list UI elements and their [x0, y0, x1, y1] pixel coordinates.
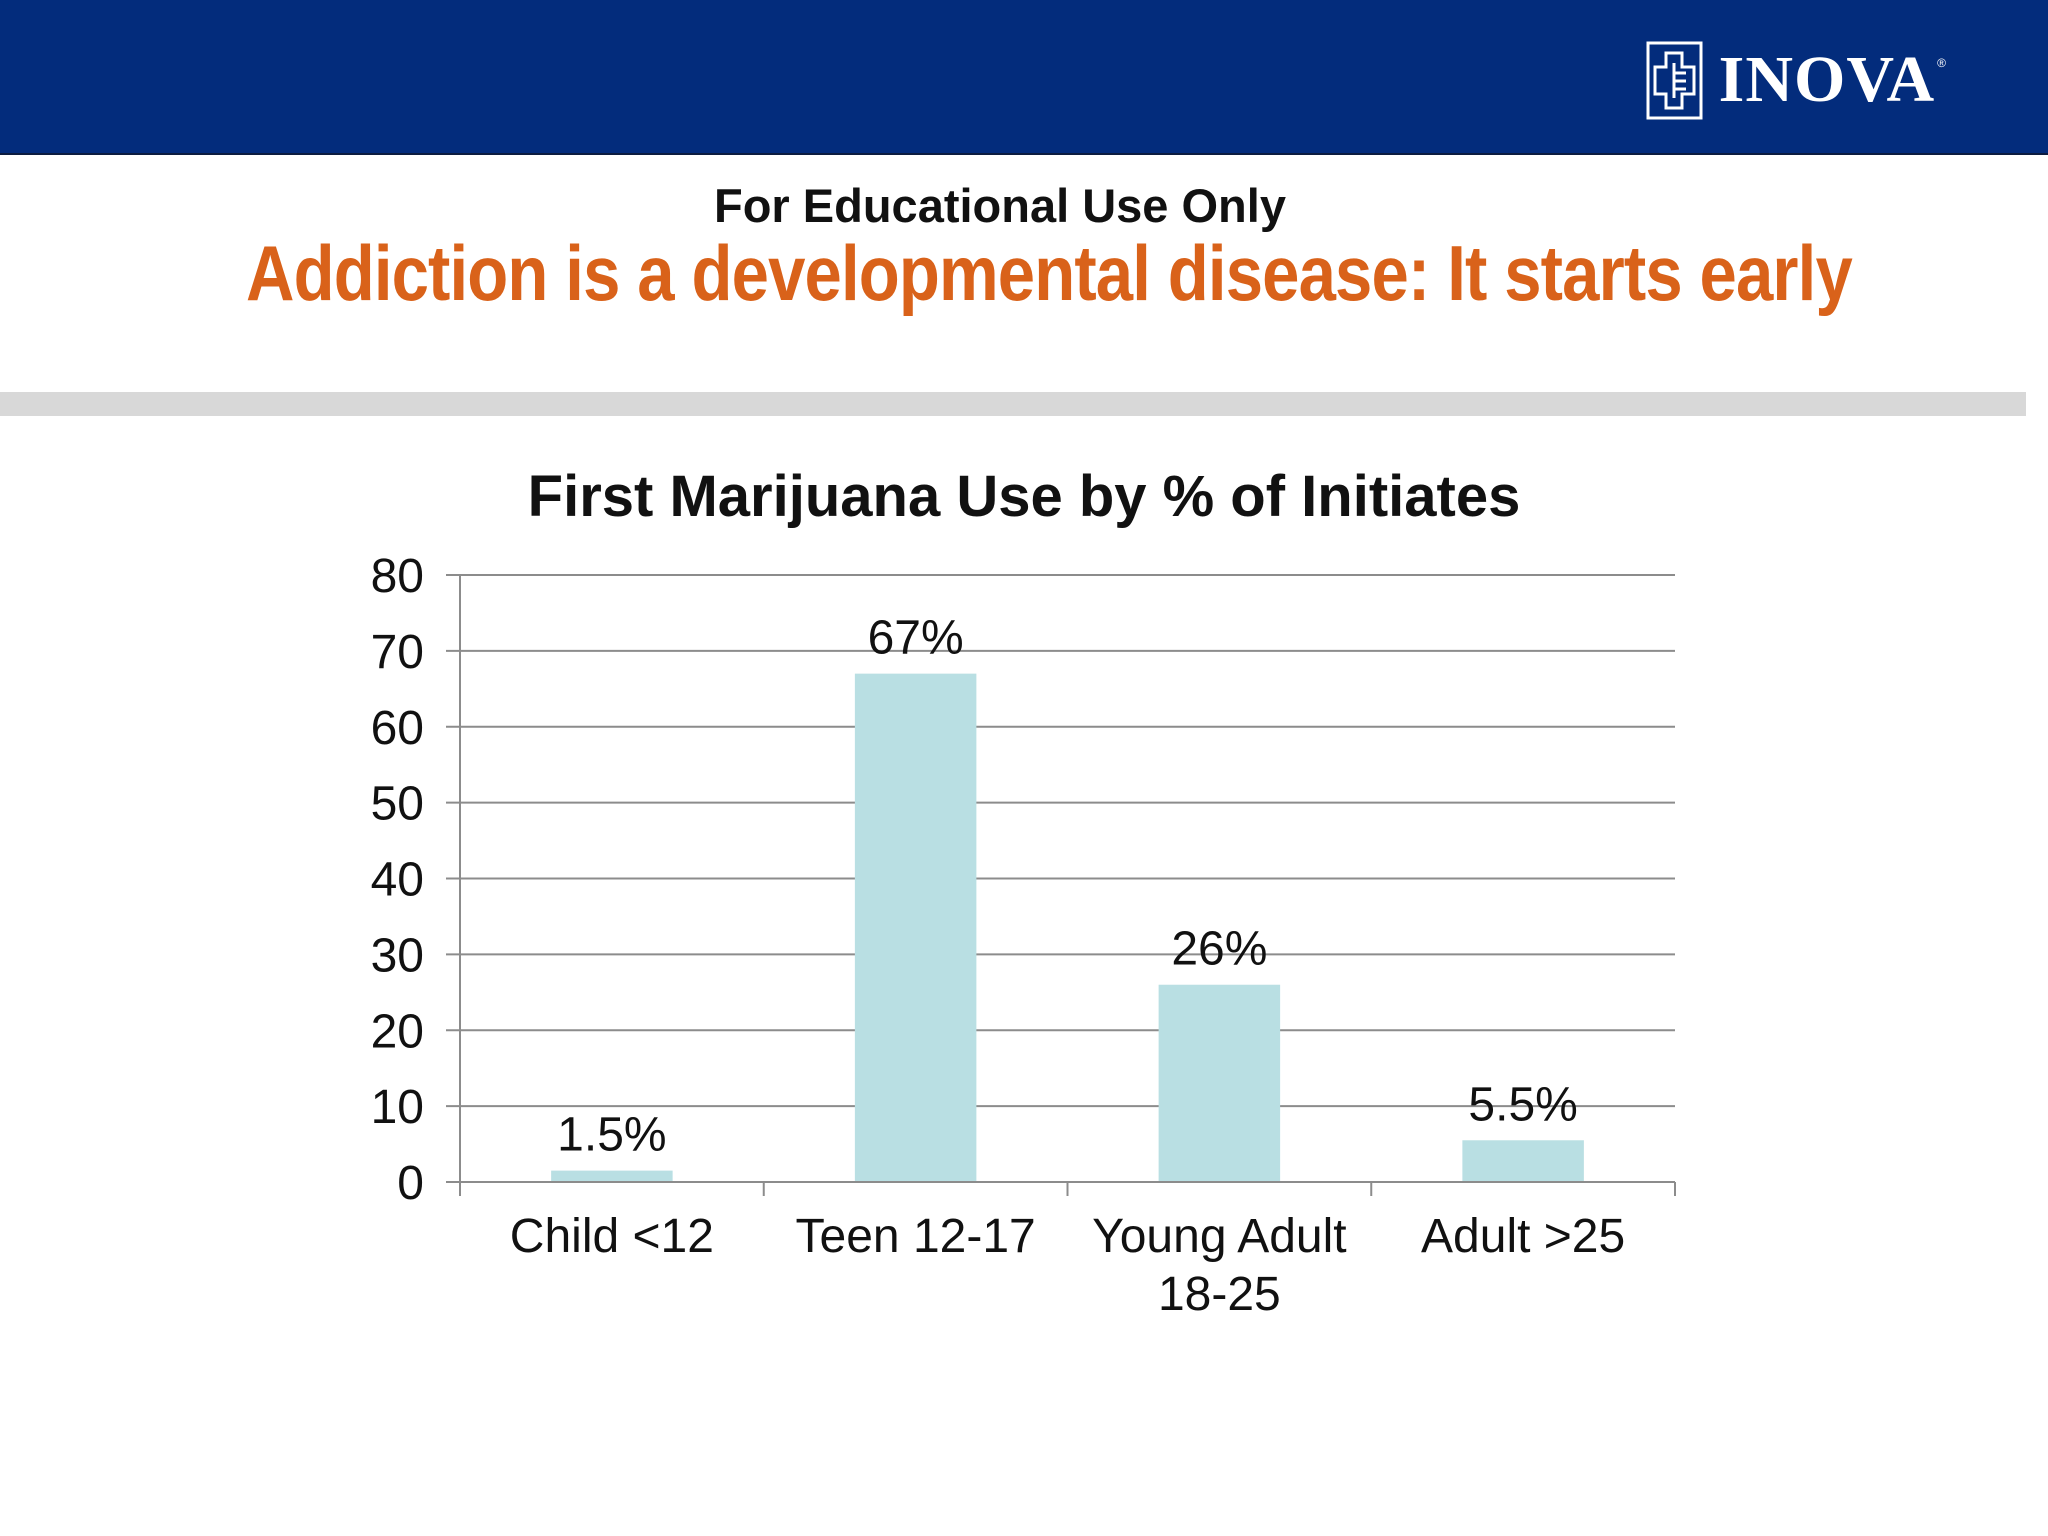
x-category-label: Child <12 [510, 1210, 714, 1263]
chart-title: First Marijuana Use by % of Initiates [527, 464, 1521, 529]
y-tick-label: 40 [371, 854, 424, 907]
y-tick-label: 70 [371, 626, 424, 679]
data-label: 1.5% [557, 1109, 666, 1162]
x-category-label: 18-25 [1158, 1268, 1281, 1321]
bars [551, 673, 1584, 1182]
y-tick-label: 60 [371, 702, 424, 755]
y-tick-label: 30 [371, 929, 424, 982]
axes [446, 574, 1676, 1196]
data-label: 26% [1171, 923, 1267, 976]
bar [854, 673, 977, 1182]
slide-title: Addiction is a developmental disease: It… [246, 229, 1853, 317]
y-tick-label: 10 [371, 1081, 424, 1134]
header-bar: INOVA ® [0, 0, 2048, 155]
title-divider [0, 392, 2026, 416]
educational-use-note: For Educational Use Only [714, 179, 1286, 232]
y-tick-label: 80 [371, 550, 424, 603]
bar [551, 1170, 673, 1182]
x-category-label: Young Adult [1092, 1210, 1346, 1263]
bar [1158, 984, 1281, 1182]
bar [1462, 1140, 1584, 1182]
labels: 0 10 20 30 40 50 60 70 80 1.5% Child <12 67% Teen 12… [371, 550, 1626, 1321]
registered-mark: ® [1937, 56, 1946, 70]
x-category-label: Teen 12-17 [796, 1210, 1036, 1263]
inova-cross-logo-icon [1646, 41, 1703, 119]
gridlines [460, 574, 1675, 1108]
data-label: 67% [868, 612, 964, 665]
y-tick-label: 0 [397, 1157, 424, 1210]
data-label: 5.5% [1468, 1078, 1577, 1131]
y-tick-label: 20 [371, 1005, 424, 1058]
x-category-label: Adult >25 [1421, 1210, 1625, 1263]
inova-logo: INOVA ® [1646, 38, 1946, 122]
inova-logo-text: INOVA [1718, 43, 1936, 116]
y-tick-label: 50 [371, 778, 424, 831]
